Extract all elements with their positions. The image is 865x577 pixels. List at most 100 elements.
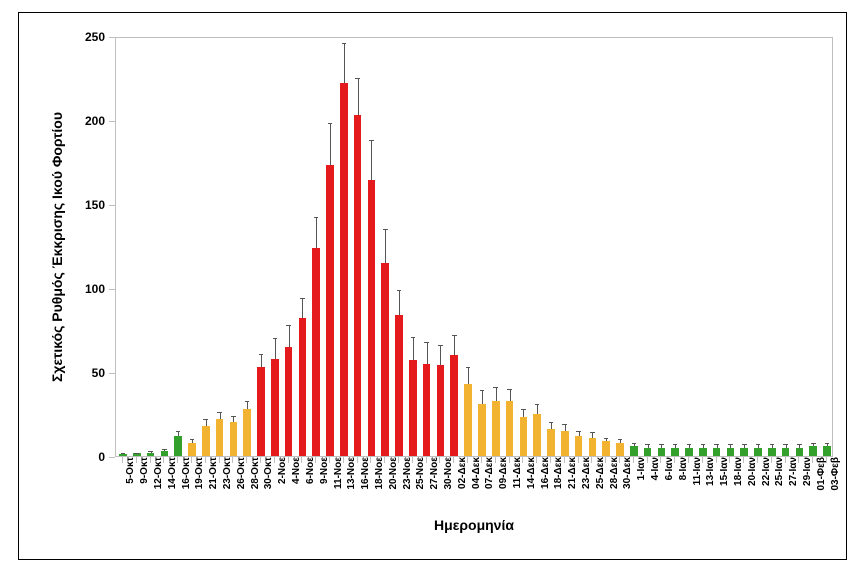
bar — [740, 36, 748, 456]
bar-rect — [368, 180, 376, 456]
error-cap — [452, 335, 457, 336]
x-tick — [564, 457, 565, 463]
x-tick — [729, 457, 730, 463]
bar — [713, 36, 721, 456]
x-tick-label: 30-Δεκ — [622, 457, 633, 507]
bar-rect — [699, 448, 707, 456]
error-cap — [507, 389, 512, 390]
x-tick-label: 16-Νοε — [360, 457, 371, 507]
bar-rect — [533, 414, 541, 456]
x-tick — [288, 457, 289, 463]
x-tick — [716, 457, 717, 463]
bar — [768, 36, 776, 456]
x-axis-label: Ημερομηνία — [115, 517, 833, 533]
x-tick-label: 11-Ιαν — [692, 457, 703, 507]
y-axis-label: Σχετικός Ρυθμός Έκκρισης Ικού Φορτίου — [49, 37, 65, 457]
x-tick-label: 09-Δεκ — [498, 457, 509, 507]
bar-rect — [740, 448, 748, 456]
bar-rect — [589, 438, 597, 456]
x-tick-label: 20-Ιαν — [747, 457, 758, 507]
error-bar — [496, 387, 497, 400]
x-tick — [605, 457, 606, 463]
bar — [230, 36, 238, 456]
error-cap — [549, 422, 554, 423]
x-tick — [357, 457, 358, 463]
bar-rect — [161, 451, 169, 456]
x-tick — [771, 457, 772, 463]
error-bar — [206, 419, 207, 426]
x-tick-label: 4-Νοε — [291, 457, 302, 507]
x-tick-label: 22-Ιαν — [761, 457, 772, 507]
x-tick-label: 18-Δεκ — [553, 457, 564, 507]
x-tick — [384, 457, 385, 463]
error-bar — [220, 412, 221, 419]
error-cap — [535, 404, 540, 405]
error-cap — [176, 431, 181, 432]
bar-rect — [492, 401, 500, 456]
bar-rect — [644, 448, 652, 456]
error-cap — [659, 444, 664, 445]
bar-rect — [561, 431, 569, 456]
error-cap — [783, 444, 788, 445]
x-tick — [688, 457, 689, 463]
bar-rect — [630, 446, 638, 456]
bar — [754, 36, 762, 456]
x-tick — [232, 457, 233, 463]
error-cap — [714, 444, 719, 445]
x-tick-label: 11-Δεκ — [512, 457, 523, 507]
error-bar — [551, 422, 552, 429]
bar — [782, 36, 790, 456]
error-cap — [770, 444, 775, 445]
chart-frame: 050100150200250 5-Οκτ9-Οκτ12-Οκτ14-Οκτ16… — [18, 12, 847, 560]
x-tick — [591, 457, 592, 463]
x-tick — [453, 457, 454, 463]
bar — [547, 36, 555, 456]
x-tick-label: 11-Νοε — [333, 457, 344, 507]
bar — [533, 36, 541, 456]
bar-rect — [299, 318, 307, 456]
bar — [492, 36, 500, 456]
y-tick — [109, 37, 115, 38]
x-tick-label: 12-Οκτ — [153, 457, 164, 507]
x-tick — [136, 457, 137, 463]
bar-rect — [796, 448, 804, 456]
x-tick — [219, 457, 220, 463]
bar-rect — [713, 448, 721, 456]
error-cap — [148, 451, 153, 452]
x-tick — [177, 457, 178, 463]
bar-rect — [230, 422, 238, 456]
bar-rect — [243, 409, 251, 456]
error-cap — [190, 439, 195, 440]
bar — [658, 36, 666, 456]
bar-rect — [602, 441, 610, 456]
error-cap — [728, 444, 733, 445]
x-tick-label: 19-Οκτ — [194, 457, 205, 507]
bar — [727, 36, 735, 456]
bar — [216, 36, 224, 456]
error-bar — [261, 354, 262, 367]
error-bar — [523, 409, 524, 417]
y-tick — [109, 457, 115, 458]
bar — [644, 36, 652, 456]
bar-rect — [547, 429, 555, 456]
bar-rect — [147, 453, 155, 456]
error-cap — [121, 453, 126, 454]
x-tick — [163, 457, 164, 463]
x-tick-label: 15-Ιαν — [719, 457, 730, 507]
x-tick-label: 30-Νοε — [443, 457, 454, 507]
y-tick — [109, 289, 115, 290]
bar — [243, 36, 251, 456]
error-bar — [371, 140, 372, 180]
error-cap — [203, 419, 208, 420]
error-cap — [825, 443, 830, 444]
error-cap — [701, 444, 706, 445]
error-bar — [413, 337, 414, 361]
x-tick — [426, 457, 427, 463]
bar — [354, 36, 362, 456]
error-bar — [510, 389, 511, 401]
bar — [161, 36, 169, 456]
error-cap — [134, 453, 139, 454]
bar — [257, 36, 265, 456]
x-tick — [674, 457, 675, 463]
x-tick — [301, 457, 302, 463]
